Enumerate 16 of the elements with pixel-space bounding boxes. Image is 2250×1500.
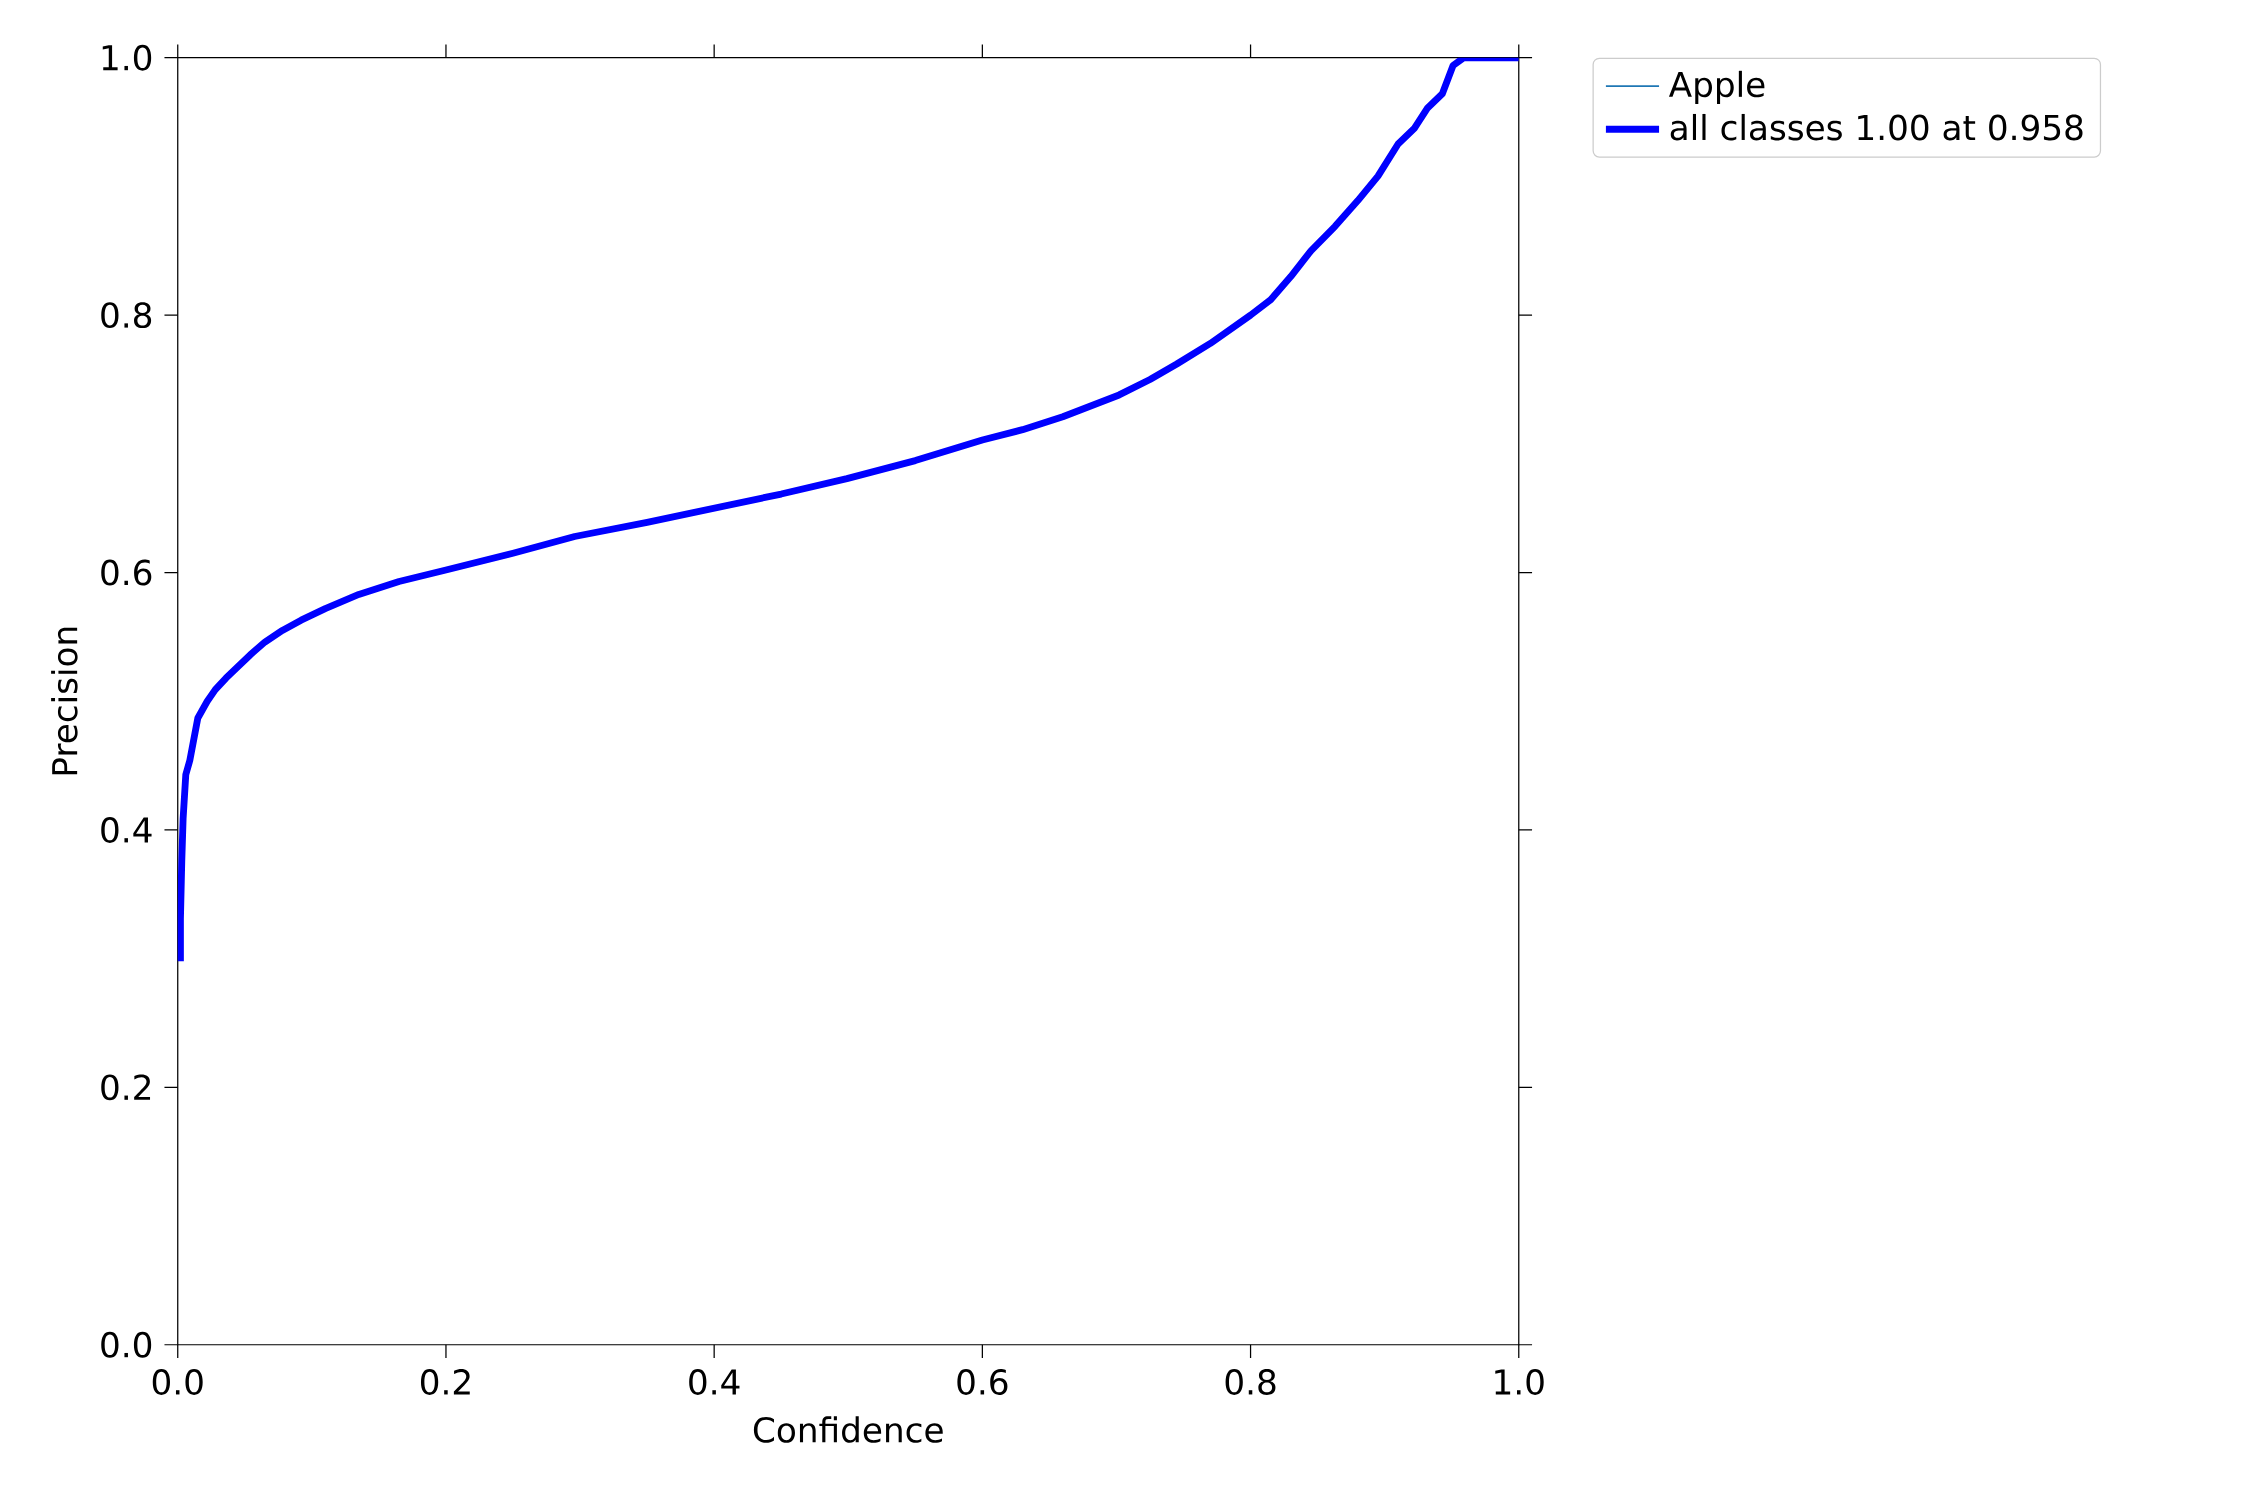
x-tick-label: 0.2 [420, 1369, 470, 1395]
y-tick-label: 0.0 [101, 1331, 152, 1358]
legend-label: Apple [1668, 70, 1765, 104]
x-tick-label: 0.0 [152, 1369, 203, 1395]
y-tick-label: 0.2 [101, 1074, 151, 1101]
y-axis-title: Precision [51, 627, 78, 775]
y-tick-label: 0.8 [101, 302, 152, 329]
x-tick-label: 0.4 [689, 1369, 740, 1395]
legend-label: all classes 1.00 at 0.958 [1670, 113, 2083, 141]
y-tick-label: 0.6 [101, 559, 152, 586]
x-axis-title: Confidence [753, 1416, 943, 1443]
x-tick-label: 0.6 [957, 1369, 1008, 1395]
y-tick-label: 0.4 [101, 817, 152, 843]
x-tick-label: 0.8 [1225, 1369, 1276, 1395]
x-tick-label: 1.0 [1495, 1369, 1544, 1395]
y-tick-label: 1.0 [102, 44, 152, 71]
